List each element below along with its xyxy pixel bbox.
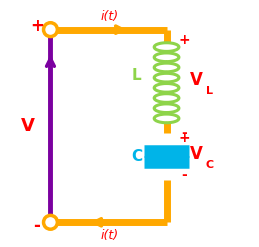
Circle shape <box>44 23 57 37</box>
Text: +: + <box>30 17 44 35</box>
Circle shape <box>44 215 57 229</box>
Text: C: C <box>206 161 214 170</box>
Text: V: V <box>21 117 35 135</box>
Text: -: - <box>181 126 187 140</box>
Text: V: V <box>190 71 203 89</box>
Text: C: C <box>131 149 142 164</box>
Text: +: + <box>178 131 190 145</box>
Text: i(t): i(t) <box>101 229 119 242</box>
Text: i(t): i(t) <box>101 10 119 22</box>
Text: V: V <box>190 145 203 163</box>
Text: -: - <box>33 217 40 235</box>
Text: L: L <box>132 68 142 83</box>
Text: L: L <box>206 86 213 96</box>
Text: -: - <box>181 168 187 182</box>
Text: +: + <box>178 33 190 46</box>
